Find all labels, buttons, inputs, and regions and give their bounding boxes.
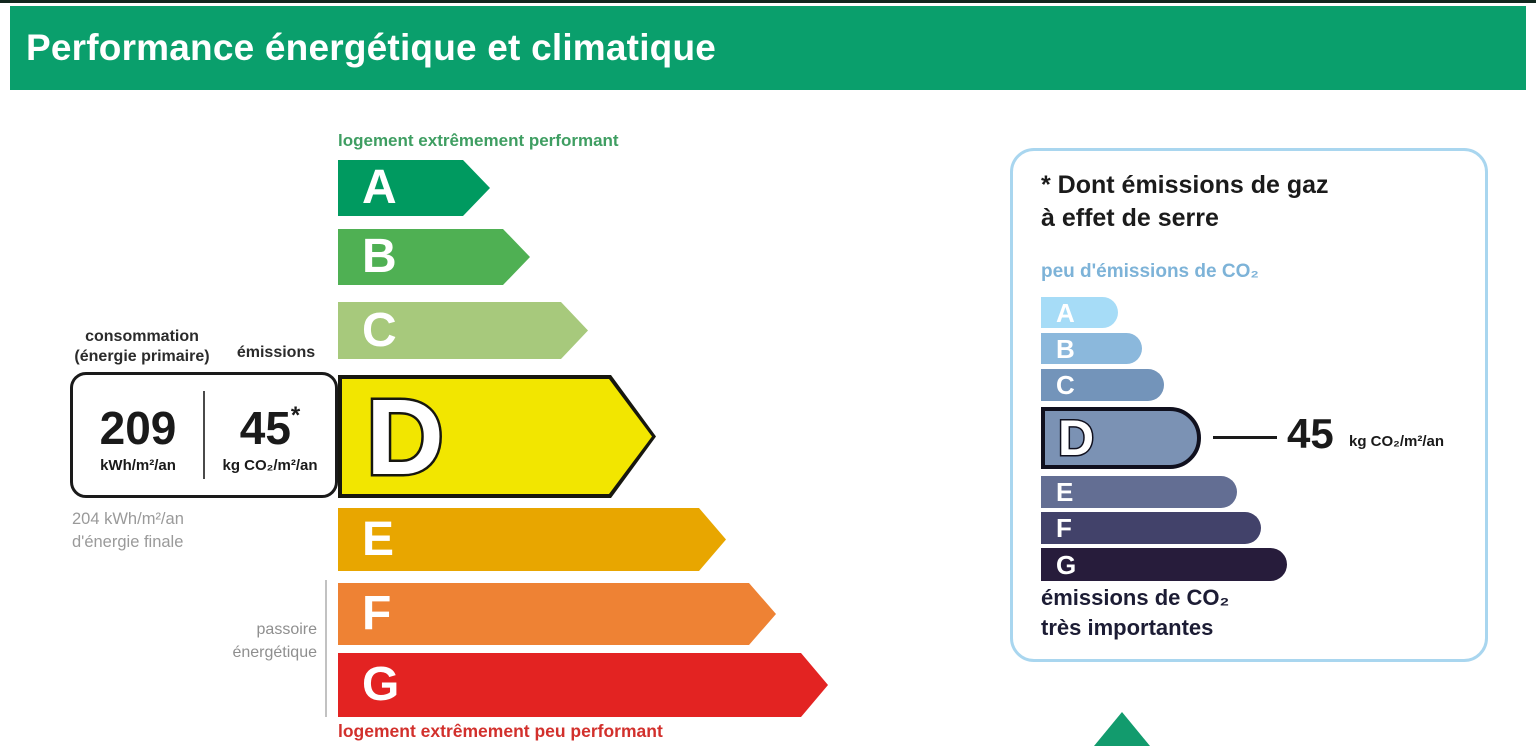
energy-bar-d-selected: D bbox=[338, 375, 656, 498]
co2-bar-f-letter: F bbox=[1056, 513, 1072, 543]
top-divider-line bbox=[0, 0, 1536, 3]
emissions-unit: kg CO₂/m²/an bbox=[222, 456, 318, 474]
energy-bar-d-fill: D bbox=[342, 379, 652, 494]
green-arrow-tip-icon bbox=[1094, 712, 1150, 746]
co2-bar-g-letter: G bbox=[1056, 549, 1077, 580]
energy-bar-e-letter: E bbox=[362, 512, 395, 566]
values-box: 209 kWh/m²/an 45* kg CO₂/m²/an bbox=[70, 372, 338, 498]
co2-panel-title-line1: * Dont émissions de gaz bbox=[1041, 171, 1329, 199]
energy-scale-top-label: logement extrêmement performant bbox=[338, 131, 619, 150]
energy-sieve-bracket-line bbox=[325, 580, 327, 717]
final-energy-line1: 204 kWh/m²/an bbox=[72, 510, 184, 528]
energy-bar-g-letter: G bbox=[362, 658, 400, 711]
energy-bar-a-letter: A bbox=[362, 161, 397, 214]
co2-footer-line1: émissions de CO₂ bbox=[1041, 585, 1230, 610]
energy-bar-f: F bbox=[338, 583, 776, 645]
emissions-cell: 45* kg CO₂/m²/an bbox=[205, 375, 335, 495]
energy-sieve-line2: énergétique bbox=[232, 644, 317, 662]
co2-bar-d-selected: D bbox=[1041, 407, 1201, 469]
co2-bar-a-letter: A bbox=[1056, 297, 1075, 328]
co2-bar-f: F bbox=[1041, 512, 1261, 544]
co2-callout-value: 45 bbox=[1287, 410, 1334, 457]
co2-bar-b-letter: B bbox=[1056, 333, 1075, 364]
co2-scale-bottom-label: émissions de CO₂ très importantes bbox=[1041, 583, 1229, 642]
page-title: Performance énergétique et climatique bbox=[26, 27, 717, 68]
co2-bar-d-letter: D bbox=[1056, 410, 1095, 466]
co2-panel-title-line2: à effet de serre bbox=[1041, 203, 1219, 232]
co2-bar-b: B bbox=[1041, 333, 1142, 364]
consumption-unit: kWh/m²/an bbox=[100, 456, 176, 474]
emissions-label: émissions bbox=[236, 344, 316, 361]
energy-scale-bottom-label: logement extrêmement peu performant bbox=[338, 721, 663, 741]
co2-bar-a: A bbox=[1041, 297, 1118, 328]
co2-callout-line bbox=[1213, 436, 1277, 439]
final-energy-line2: d'énergie finale bbox=[72, 533, 184, 552]
energy-sieve-label: passoire énergétique bbox=[200, 618, 317, 664]
energy-sieve-line1: passoire bbox=[256, 621, 317, 638]
co2-panel-title: * Dont émissions de gaz à effet de serre bbox=[1041, 169, 1329, 234]
co2-bar-c: C bbox=[1041, 369, 1164, 401]
co2-bar-e: E bbox=[1041, 476, 1237, 508]
consumption-label-line1: consommation bbox=[85, 328, 199, 345]
energy-bar-f-letter: F bbox=[362, 587, 392, 640]
values-box-divider bbox=[203, 391, 205, 479]
co2-bar-e-letter: E bbox=[1056, 477, 1074, 507]
co2-panel: * Dont émissions de gaz à effet de serre… bbox=[1010, 148, 1488, 662]
energy-bar-e: E bbox=[338, 508, 726, 571]
energy-bar-c-letter: C bbox=[362, 303, 397, 357]
energy-bar-g: G bbox=[338, 653, 828, 717]
co2-footer-line2: très importantes bbox=[1041, 614, 1214, 640]
asterisk: * bbox=[290, 402, 301, 430]
energy-bar-d-letter: D bbox=[366, 375, 444, 497]
energy-bar-c: C bbox=[338, 302, 588, 359]
co2-scale-top-label: peu d'émissions de CO₂ bbox=[1041, 261, 1259, 282]
energy-bar-a: A bbox=[338, 160, 490, 216]
consumption-value: 209 bbox=[99, 401, 177, 454]
consumption-label: consommation (énergie primaire) bbox=[67, 327, 217, 367]
page-header: Performance énergétique et climatique bbox=[10, 6, 1526, 90]
final-energy-note: 204 kWh/m²/an d'énergie finale bbox=[72, 508, 184, 554]
energy-bar-b: B bbox=[338, 229, 530, 285]
co2-bar-c-letter: C bbox=[1056, 370, 1075, 400]
consumption-label-line2: (énergie primaire) bbox=[74, 348, 210, 365]
co2-bar-g: G bbox=[1041, 548, 1287, 581]
co2-callout-unit: kg CO₂/m²/an bbox=[1349, 433, 1445, 450]
consumption-cell: 209 kWh/m²/an bbox=[73, 375, 203, 495]
emissions-value: 45* bbox=[239, 401, 301, 454]
energy-bar-b-letter: B bbox=[362, 230, 397, 283]
